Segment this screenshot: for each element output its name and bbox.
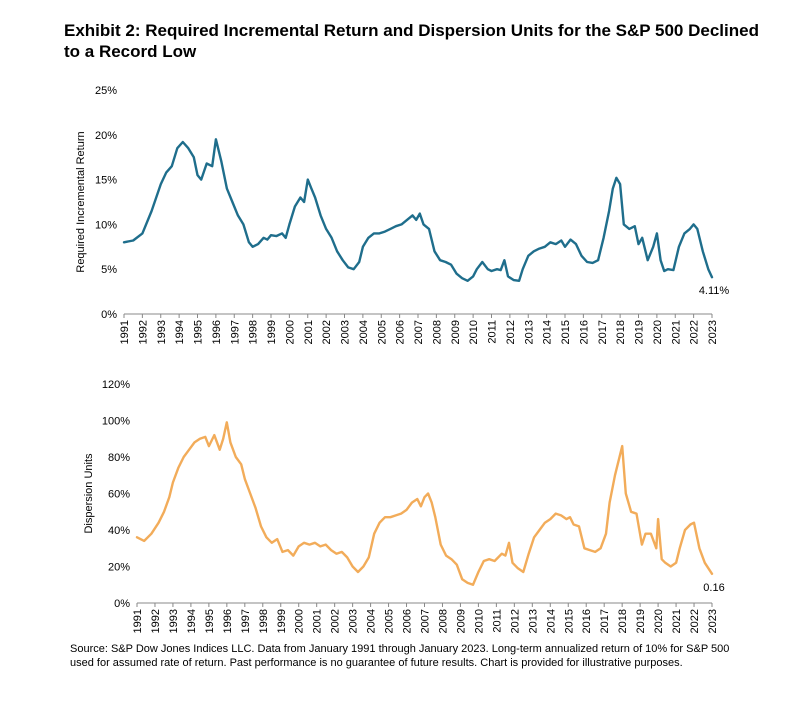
dispersion-units-chart: Dispersion Units 0% 20% 40% 60% 80% 100% 120% 19…: [83, 379, 725, 633]
y-tick-label: 60%: [108, 489, 130, 501]
y-tick-label: 10%: [95, 219, 117, 231]
y-tick-label: 80%: [108, 452, 130, 464]
x-tick-label: 2017: [597, 320, 609, 344]
x-tick-label: 1993: [156, 320, 168, 344]
x-tick-label: 1993: [168, 609, 180, 633]
x-tick-label: 2015: [560, 320, 572, 344]
x-tick-label: 2000: [284, 320, 296, 344]
y-tick-label: 40%: [108, 525, 130, 537]
x-tick-label: 2016: [578, 320, 590, 344]
x-tick-label: 2005: [384, 609, 396, 633]
x-tick-label: 1999: [276, 609, 288, 633]
x-tick-label: 1992: [150, 609, 162, 633]
x-tick-label: 2014: [542, 320, 554, 344]
x-tick-label: 2019: [634, 320, 646, 344]
x-tick-label: 2000: [294, 609, 306, 633]
y-tick-label: 0%: [114, 598, 130, 610]
y-axis-label: Required Incremental Return: [75, 131, 87, 272]
x-tick-label: 2021: [671, 609, 683, 633]
x-tick-label: 2007: [420, 609, 432, 633]
x-tick-label: 2008: [437, 609, 449, 633]
y-tick-label: 15%: [95, 175, 117, 187]
x-tick-label: 1998: [258, 609, 270, 633]
required-return-chart: Required Incremental Return 0% 5% 10% 15% 20%…: [75, 85, 730, 344]
x-tick-label: 2005: [376, 320, 388, 344]
x-tick-label: 2001: [303, 320, 315, 344]
source-note: Source: S&P Dow Jones Indices LLC. Data …: [70, 643, 730, 669]
x-tick-label: 2017: [599, 609, 611, 633]
y-tick-label: 100%: [102, 416, 130, 428]
x-tick-label: 2011: [491, 609, 503, 633]
x-tick-label: 2010: [468, 320, 480, 344]
x-tick-label: 2009: [455, 609, 467, 633]
series-line: [135, 421, 714, 587]
x-tick-label: 2008: [431, 320, 443, 344]
x-tick-label: 1991: [132, 609, 144, 633]
x-tick-label: 1997: [240, 609, 252, 633]
x-tick-label: 2009: [450, 320, 462, 344]
x-tick-label: 2004: [366, 609, 378, 633]
x-tick-label: 2003: [348, 609, 360, 633]
x-tick-label: 1999: [266, 320, 278, 344]
x-tick-label: 2018: [617, 609, 629, 633]
x-tick-label: 1996: [222, 609, 234, 633]
x-tick-label: 2015: [563, 609, 575, 633]
x-tick-label: 2001: [312, 609, 324, 633]
chart-title: Exhibit 2: Required Incremental Return a…: [64, 21, 759, 61]
x-tick-label: 2012: [505, 320, 517, 344]
x-tick-label: 2002: [330, 609, 342, 633]
x-tick-label: 1992: [137, 320, 149, 344]
x-tick-label: 2016: [581, 609, 593, 633]
y-tick-label: 25%: [95, 85, 117, 97]
x-tick-label: 1991: [119, 320, 131, 344]
y-tick-label: 20%: [95, 130, 117, 142]
x-tick-label: 2006: [402, 609, 414, 633]
x-tick-label: 2023: [707, 320, 719, 344]
x-tick-label: 2020: [652, 320, 664, 344]
x-tick-label: 1997: [229, 320, 241, 344]
y-tick-label: 20%: [108, 562, 130, 574]
x-tick-label: 2019: [635, 609, 647, 633]
x-tick-label: 2007: [413, 320, 425, 344]
x-tick-label: 2021: [670, 320, 682, 344]
x-tick-label: 2013: [527, 609, 539, 633]
x-tick-label: 1994: [186, 609, 198, 633]
x-tick-label: 2002: [321, 320, 333, 344]
x-tick-label: 1995: [193, 320, 205, 344]
x-tick-label: 1998: [248, 320, 260, 344]
series-line: [122, 138, 714, 283]
x-tick-label: 2012: [509, 609, 521, 633]
x-tick-label: 2011: [487, 320, 499, 344]
x-tick-label: 2022: [689, 609, 701, 633]
x-tick-label: 2023: [707, 609, 719, 633]
x-tick-label: 2003: [340, 320, 352, 344]
y-tick-label: 120%: [102, 379, 130, 391]
x-tick-label: 2010: [473, 609, 485, 633]
x-tick-label: 2013: [523, 320, 535, 344]
x-tick-label: 2020: [653, 609, 665, 633]
x-tick-label: 1994: [174, 320, 186, 344]
x-tick-label: 2014: [545, 609, 557, 633]
x-tick-label: 2004: [358, 320, 370, 344]
x-tick-label: 1995: [204, 609, 216, 633]
x-tick-label: 2006: [395, 320, 407, 344]
x-tick-label: 2022: [689, 320, 701, 344]
y-tick-label: 0%: [101, 309, 117, 321]
y-axis-label: Dispersion Units: [83, 453, 95, 534]
end-value-label: 0.16: [703, 582, 724, 594]
x-tick-label: 1996: [211, 320, 223, 344]
x-tick-label: 2018: [615, 320, 627, 344]
y-tick-label: 5%: [101, 264, 117, 276]
end-value-label: 4.11%: [699, 285, 730, 297]
